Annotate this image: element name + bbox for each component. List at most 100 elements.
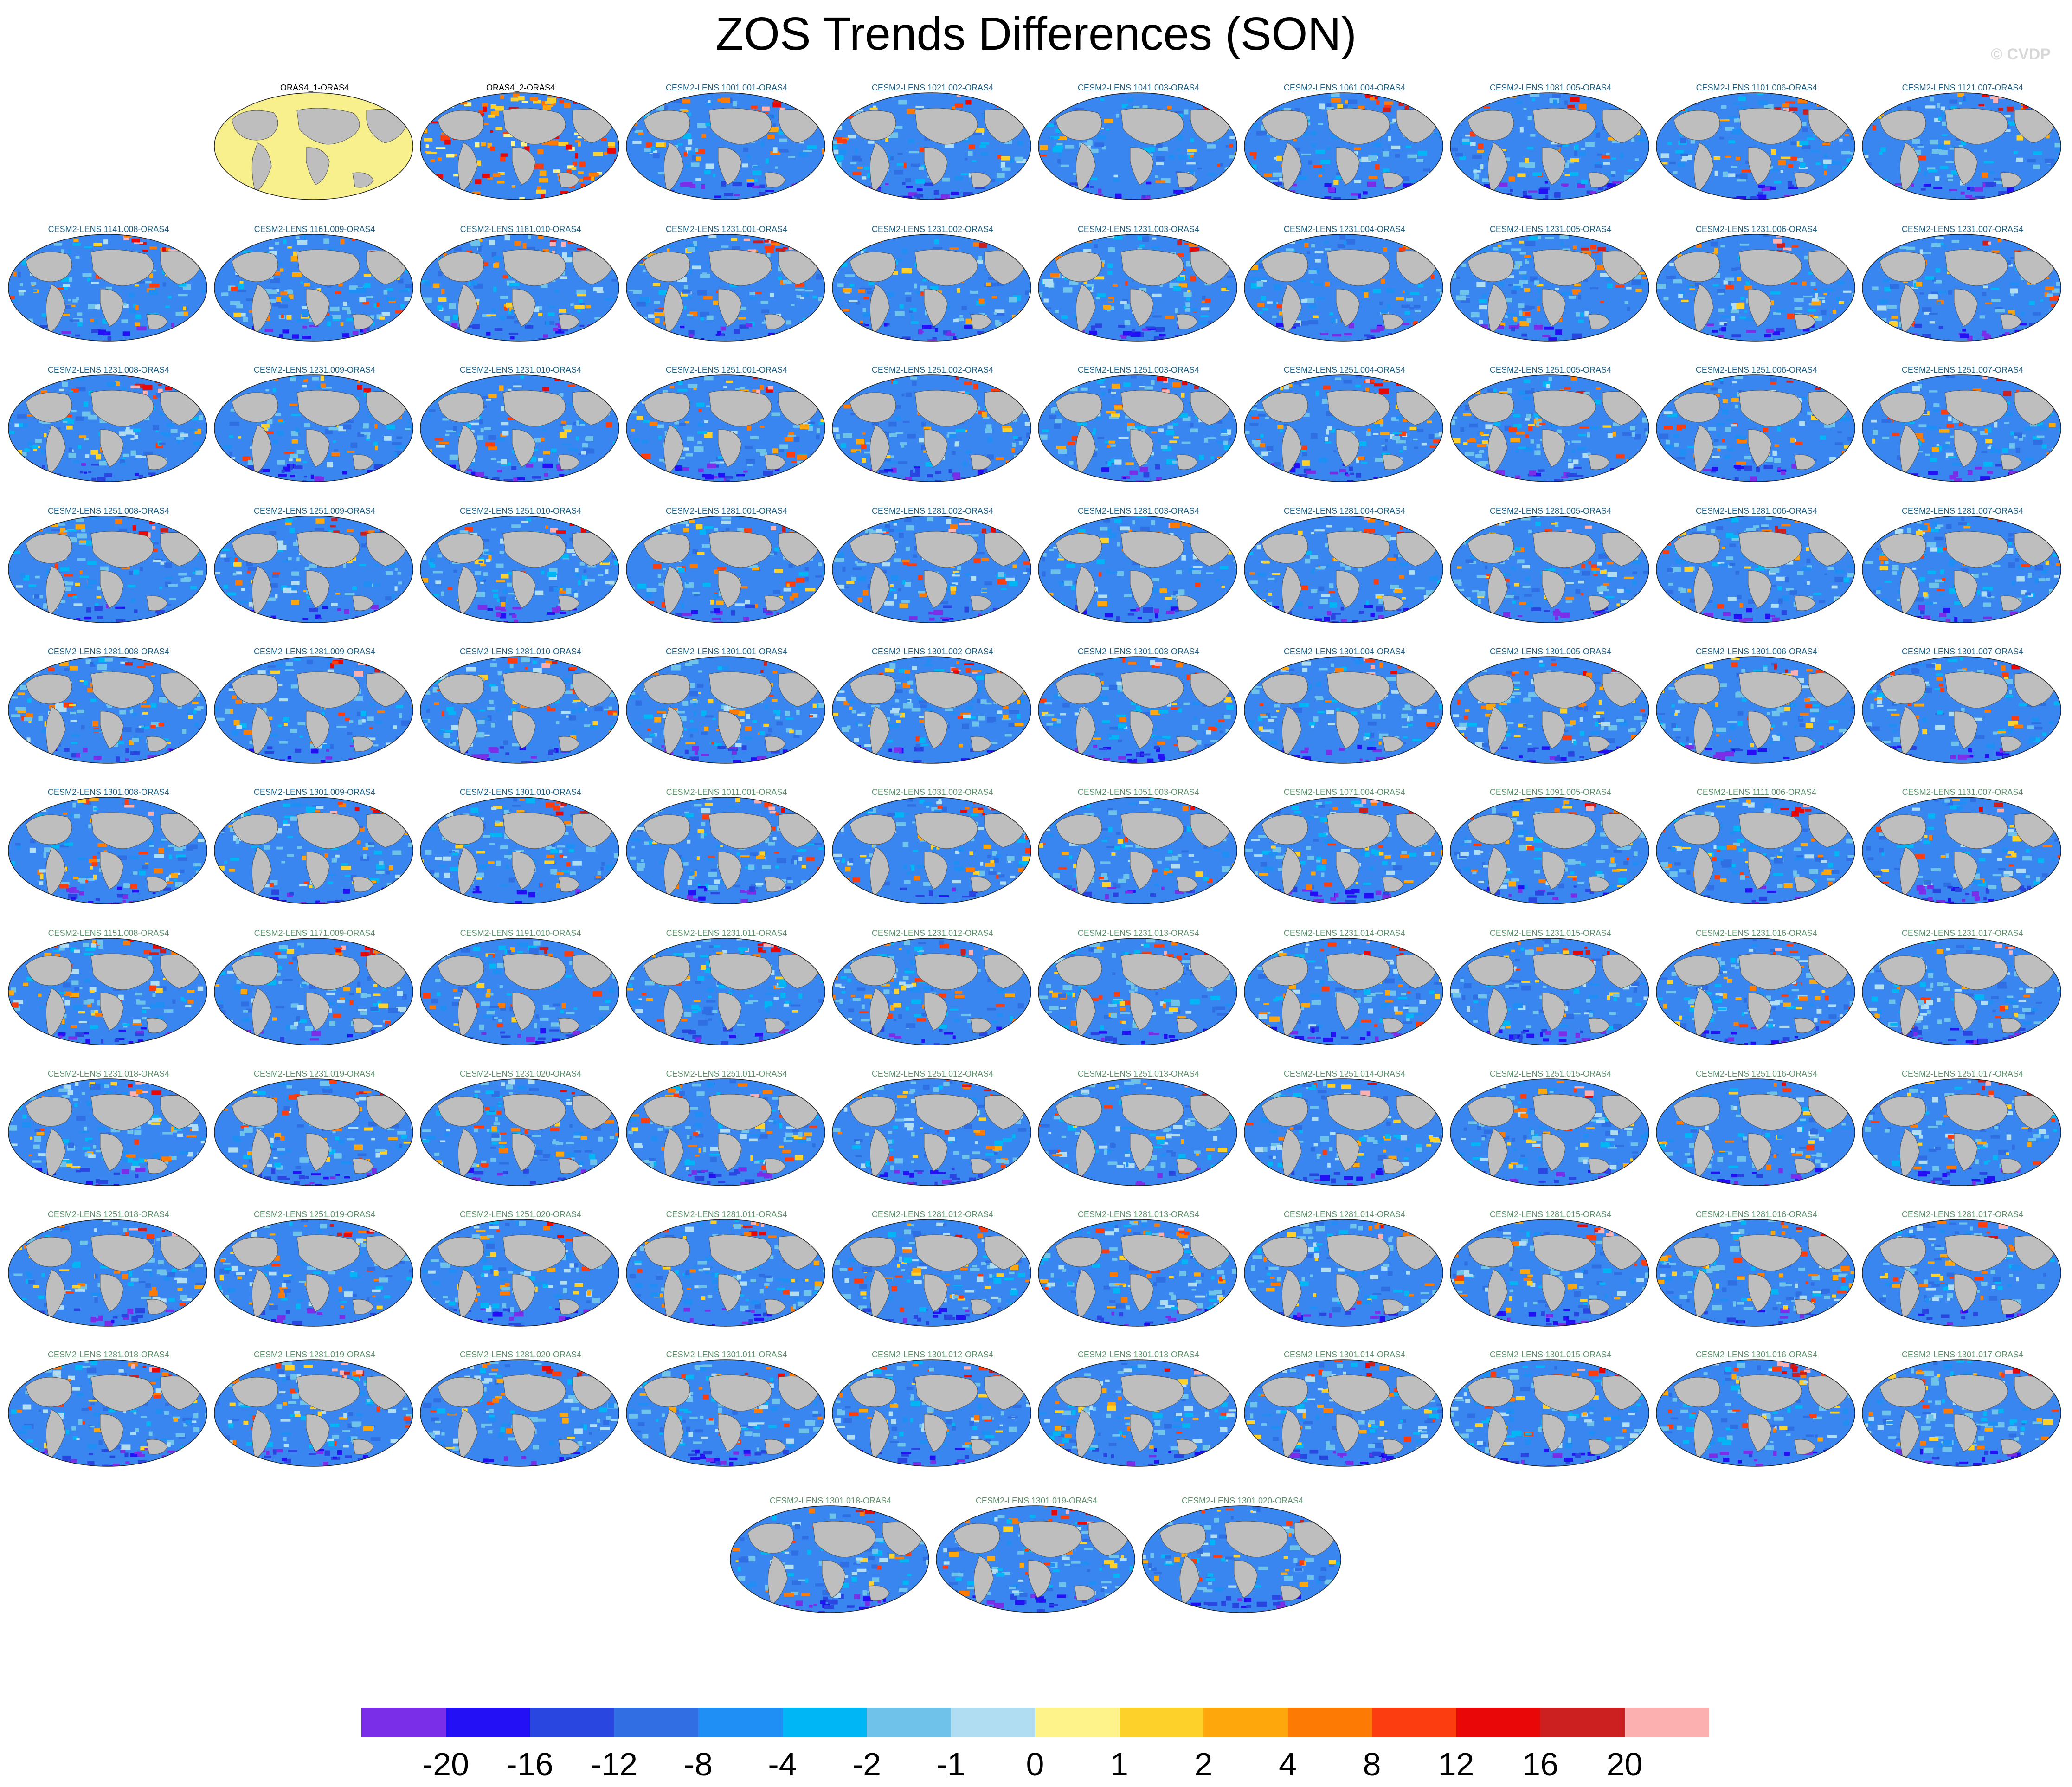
- map-panel-title: CESM2-LENS 1251.008-ORAS4: [6, 506, 211, 516]
- world-map: [1038, 234, 1237, 342]
- colorbar-tick-label: -1: [936, 1746, 965, 1783]
- map-panel: CESM2-LENS 1281.006-ORAS4: [1654, 506, 1859, 640]
- map-panel: CESM2-LENS 1251.019-ORAS4: [212, 1209, 417, 1344]
- map-panel: CESM2-LENS 1021.002-ORAS4: [830, 83, 1035, 217]
- map-panel: CESM2-LENS 1231.006-ORAS4: [1654, 224, 1859, 359]
- world-map: [8, 656, 207, 764]
- map-panel: CESM2-LENS 1231.020-ORAS4: [418, 1069, 623, 1203]
- world-map: [1450, 234, 1649, 342]
- world-map: [1450, 1359, 1649, 1467]
- map-panel: CESM2-LENS 1001.001-ORAS4: [624, 83, 829, 217]
- world-map: [626, 516, 825, 623]
- world-map: [832, 234, 1031, 342]
- map-panel-title: CESM2-LENS 1231.020-ORAS4: [418, 1069, 623, 1079]
- map-panel: CESM2-LENS 1251.012-ORAS4: [830, 1069, 1035, 1203]
- map-panel-title: ORAS4_1-ORAS4: [212, 83, 417, 93]
- map-panel-title: CESM2-LENS 1301.007-ORAS4: [1860, 646, 2065, 657]
- map-panel-title: CESM2-LENS 1081.005-ORAS4: [1448, 83, 1653, 93]
- map-panel: CESM2-LENS 1281.016-ORAS4: [1654, 1209, 1859, 1344]
- world-map: [936, 1505, 1135, 1613]
- map-panel-title: CESM2-LENS 1041.003-ORAS4: [1036, 83, 1241, 93]
- map-panel: CESM2-LENS 1301.008-ORAS4: [6, 787, 211, 922]
- world-map: [8, 938, 207, 1045]
- colorbar-tick-label: -4: [768, 1746, 797, 1783]
- map-panel-title: CESM2-LENS 1301.012-ORAS4: [830, 1349, 1035, 1360]
- map-panel-title: CESM2-LENS 1231.005-ORAS4: [1448, 224, 1653, 234]
- world-map: [1038, 1359, 1237, 1467]
- colorbar-swatch: [1203, 1708, 1288, 1737]
- map-panel: CESM2-LENS 1051.003-ORAS4: [1036, 787, 1241, 922]
- map-panel-title: CESM2-LENS 1301.016-ORAS4: [1654, 1349, 1859, 1360]
- map-panel: CESM2-LENS 1251.020-ORAS4: [418, 1209, 623, 1344]
- map-panel: CESM2-LENS 1101.006-ORAS4: [1654, 83, 1859, 217]
- map-panel-title: CESM2-LENS 1301.002-ORAS4: [830, 646, 1035, 657]
- map-panel: CESM2-LENS 1301.016-ORAS4: [1654, 1349, 1859, 1484]
- world-map: [8, 1359, 207, 1467]
- map-panel: CESM2-LENS 1301.007-ORAS4: [1860, 646, 2065, 781]
- map-panel: CESM2-LENS 1301.013-ORAS4: [1036, 1349, 1241, 1484]
- map-panel: CESM2-LENS 1251.008-ORAS4: [6, 506, 211, 640]
- world-map: [8, 234, 207, 342]
- map-panel: CESM2-LENS 1301.012-ORAS4: [830, 1349, 1035, 1484]
- colorbar-tick-label: 20: [1607, 1746, 1643, 1783]
- map-panel: CESM2-LENS 1251.017-ORAS4: [1860, 1069, 2065, 1203]
- world-map: [832, 797, 1031, 904]
- colorbar-tick-label: -8: [684, 1746, 713, 1783]
- map-panel-title: CESM2-LENS 1301.010-ORAS4: [418, 787, 623, 797]
- map-panel-title: CESM2-LENS 1071.004-ORAS4: [1242, 787, 1447, 797]
- colorbar-swatch: [1287, 1708, 1372, 1737]
- map-panel: CESM2-LENS 1301.014-ORAS4: [1242, 1349, 1447, 1484]
- world-map: [1038, 1078, 1237, 1186]
- colorbar-swatch: [361, 1708, 446, 1737]
- map-panel-title: CESM2-LENS 1281.005-ORAS4: [1448, 506, 1653, 516]
- map-panel-title: CESM2-LENS 1281.010-ORAS4: [418, 646, 623, 657]
- map-panel-title: CESM2-LENS 1231.019-ORAS4: [212, 1069, 417, 1079]
- world-map: [730, 1505, 929, 1613]
- world-map: [1656, 234, 1855, 342]
- map-panel-title: CESM2-LENS 1231.012-ORAS4: [830, 928, 1035, 938]
- world-map: [832, 92, 1031, 200]
- map-panel: CESM2-LENS 1281.007-ORAS4: [1860, 506, 2065, 640]
- world-map: [1038, 797, 1237, 904]
- world-map: [420, 92, 619, 200]
- map-panel: CESM2-LENS 1281.005-ORAS4: [1448, 506, 1653, 640]
- map-panel: CESM2-LENS 1281.002-ORAS4: [830, 506, 1035, 640]
- world-map: [1656, 374, 1855, 482]
- world-map: [1862, 656, 2061, 764]
- world-map: [1450, 516, 1649, 623]
- world-map: [1450, 92, 1649, 200]
- map-panel: CESM2-LENS 1301.002-ORAS4: [830, 646, 1035, 781]
- world-map: [1862, 938, 2061, 1045]
- map-panel: CESM2-LENS 1231.011-ORAS4: [624, 928, 829, 1063]
- map-panel-title: CESM2-LENS 1281.009-ORAS4: [212, 646, 417, 657]
- map-panel-title: CESM2-LENS 1281.014-ORAS4: [1242, 1209, 1447, 1219]
- map-panel: CESM2-LENS 1251.018-ORAS4: [6, 1209, 211, 1344]
- world-map: [1862, 1359, 2061, 1467]
- world-map: [1656, 938, 1855, 1045]
- map-panel-title: CESM2-LENS 1251.019-ORAS4: [212, 1209, 417, 1219]
- map-panel: CESM2-LENS 1031.002-ORAS4: [830, 787, 1035, 922]
- world-map: [1862, 374, 2061, 482]
- world-map: [214, 656, 413, 764]
- world-map: [1450, 797, 1649, 904]
- map-panel: CESM2-LENS 1251.009-ORAS4: [212, 506, 417, 640]
- world-map: [8, 374, 207, 482]
- map-panel: CESM2-LENS 1281.017-ORAS4: [1860, 1209, 2065, 1344]
- colorbar-tick-label: 1: [1110, 1746, 1128, 1783]
- map-panel-title: CESM2-LENS 1141.008-ORAS4: [6, 224, 211, 234]
- colorbar-swatch: [614, 1708, 699, 1737]
- map-panel-title: CESM2-LENS 1111.006-ORAS4: [1654, 787, 1859, 797]
- map-panel-title: CESM2-LENS 1281.017-ORAS4: [1860, 1209, 2065, 1219]
- colorbar-swatch: [1119, 1708, 1204, 1737]
- map-panel-title: CESM2-LENS 1251.010-ORAS4: [418, 506, 623, 516]
- world-map: [1450, 374, 1649, 482]
- map-panel: CESM2-LENS 1281.009-ORAS4: [212, 646, 417, 781]
- world-map: [214, 1078, 413, 1186]
- world-map: [1038, 374, 1237, 482]
- map-panel: ORAS4_2-ORAS4: [418, 83, 623, 217]
- map-panel: CESM2-LENS 1231.009-ORAS4: [212, 365, 417, 499]
- world-map: [832, 516, 1031, 623]
- world-map: [832, 1219, 1031, 1327]
- world-map: [8, 1078, 207, 1186]
- colorbar-swatch: [951, 1708, 1036, 1737]
